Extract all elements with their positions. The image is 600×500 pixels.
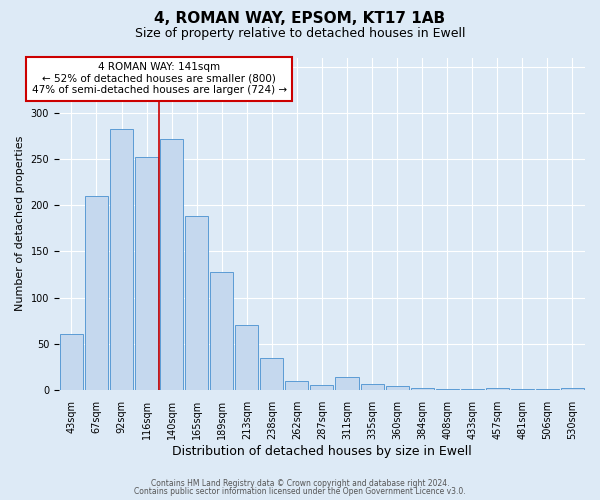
Bar [286,380,308,390]
Text: 4, ROMAN WAY, EPSOM, KT17 1AB: 4, ROMAN WAY, EPSOM, KT17 1AB [154,11,446,26]
Bar [335,377,359,390]
Bar [486,388,509,390]
Bar [436,389,459,390]
Bar [386,386,409,390]
Text: 4 ROMAN WAY: 141sqm
← 52% of detached houses are smaller (800)
47% of semi-detac: 4 ROMAN WAY: 141sqm ← 52% of detached ho… [32,62,287,96]
Bar [110,128,133,390]
Bar [235,325,259,390]
Bar [185,216,208,390]
Bar [260,358,283,390]
Bar [85,196,108,390]
Bar [160,138,183,390]
Bar [536,389,559,390]
X-axis label: Distribution of detached houses by size in Ewell: Distribution of detached houses by size … [172,444,472,458]
Text: Contains public sector information licensed under the Open Government Licence v3: Contains public sector information licen… [134,487,466,496]
Text: Contains HM Land Registry data © Crown copyright and database right 2024.: Contains HM Land Registry data © Crown c… [151,478,449,488]
Text: Size of property relative to detached houses in Ewell: Size of property relative to detached ho… [135,28,465,40]
Bar [410,388,434,390]
Bar [60,334,83,390]
Y-axis label: Number of detached properties: Number of detached properties [15,136,25,312]
Bar [135,157,158,390]
Bar [561,388,584,390]
Bar [310,385,334,390]
Bar [361,384,383,390]
Bar [210,272,233,390]
Bar [511,389,534,390]
Bar [461,389,484,390]
